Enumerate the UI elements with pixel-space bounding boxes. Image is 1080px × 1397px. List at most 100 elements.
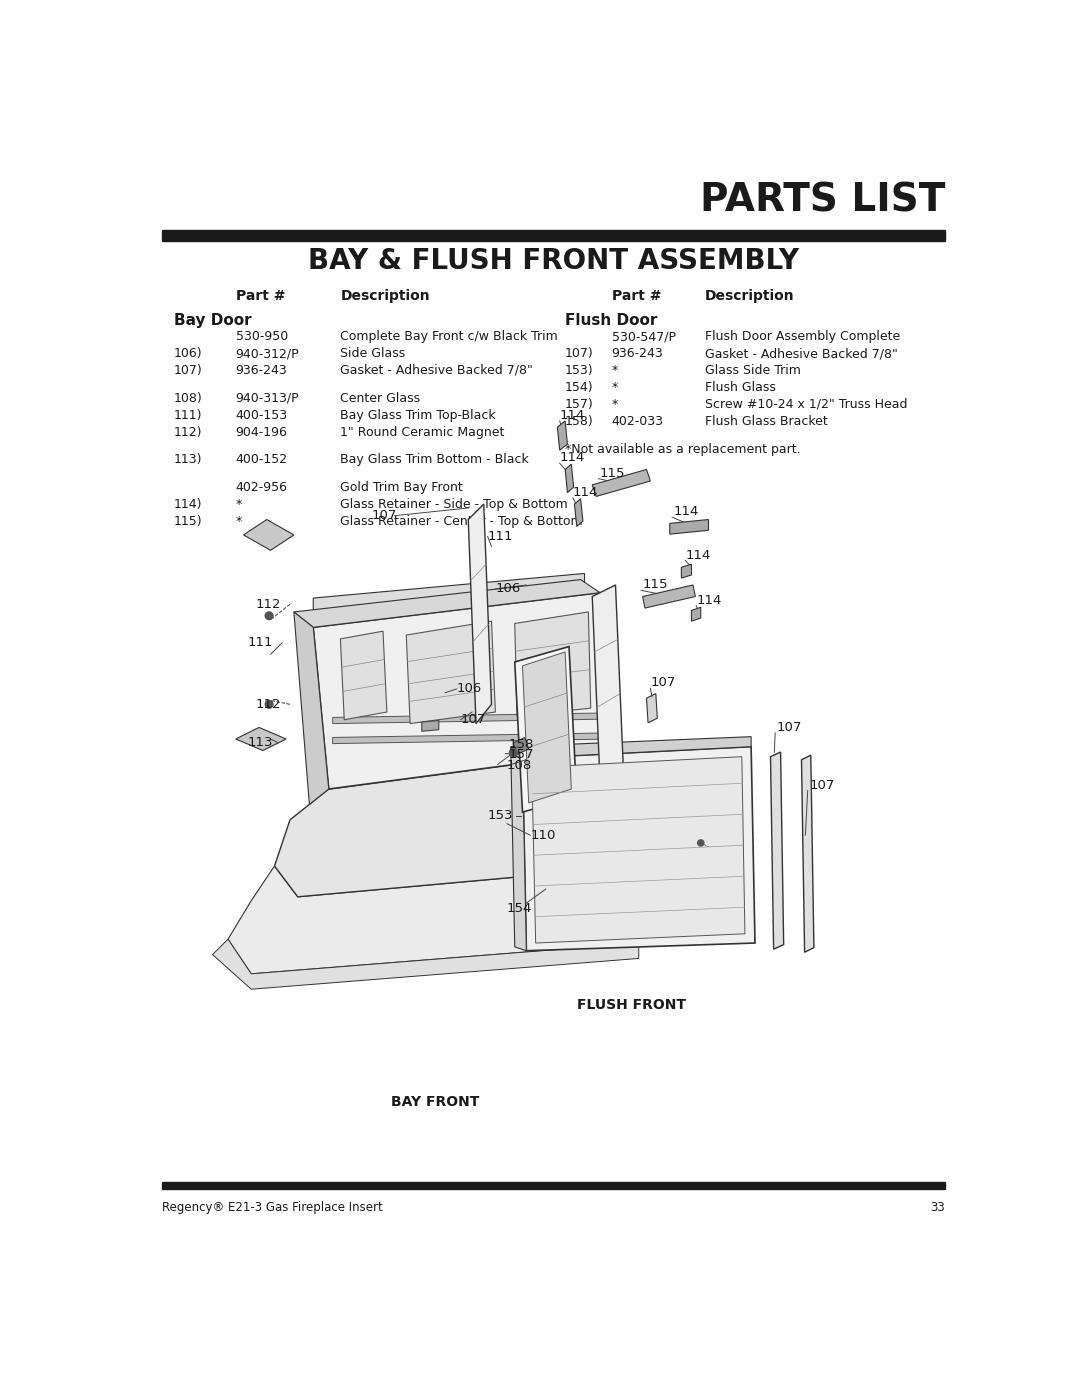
Text: 107: 107 bbox=[650, 676, 676, 689]
Text: 107: 107 bbox=[372, 509, 396, 522]
Text: Bay Glass Trim Bottom - Black: Bay Glass Trim Bottom - Black bbox=[340, 453, 529, 467]
Text: Description: Description bbox=[704, 289, 794, 303]
Polygon shape bbox=[274, 750, 654, 897]
Text: 108): 108) bbox=[174, 391, 203, 405]
Polygon shape bbox=[592, 469, 650, 496]
Circle shape bbox=[510, 749, 517, 757]
Text: 154): 154) bbox=[565, 381, 594, 394]
Text: BAY FRONT: BAY FRONT bbox=[391, 1095, 480, 1109]
Polygon shape bbox=[243, 520, 294, 550]
Text: 153): 153) bbox=[565, 365, 594, 377]
Polygon shape bbox=[333, 733, 616, 743]
Text: 112): 112) bbox=[174, 426, 202, 439]
Polygon shape bbox=[647, 693, 658, 722]
Text: 110: 110 bbox=[530, 828, 555, 842]
Text: 153: 153 bbox=[488, 809, 513, 823]
Text: 940-312/P: 940-312/P bbox=[235, 346, 299, 360]
Text: 154: 154 bbox=[507, 902, 532, 915]
Text: 400-152: 400-152 bbox=[235, 453, 288, 467]
Polygon shape bbox=[469, 504, 491, 724]
Text: 904-196: 904-196 bbox=[235, 426, 287, 439]
Polygon shape bbox=[515, 647, 577, 812]
Polygon shape bbox=[333, 712, 616, 724]
Text: 111): 111) bbox=[174, 409, 202, 422]
Polygon shape bbox=[515, 612, 591, 715]
Text: Regency® E21-3 Gas Fireplace Insert: Regency® E21-3 Gas Fireplace Insert bbox=[162, 1201, 383, 1214]
Polygon shape bbox=[523, 746, 755, 951]
Text: *: * bbox=[611, 398, 618, 411]
Text: 114: 114 bbox=[697, 594, 721, 606]
Polygon shape bbox=[523, 652, 571, 803]
Text: 114: 114 bbox=[559, 451, 585, 464]
Polygon shape bbox=[513, 738, 529, 754]
Bar bbox=[162, 231, 945, 240]
Circle shape bbox=[698, 840, 704, 847]
Text: 158): 158) bbox=[565, 415, 594, 427]
Text: Gasket - Adhesive Backed 7/8": Gasket - Adhesive Backed 7/8" bbox=[340, 365, 534, 377]
Text: 115: 115 bbox=[643, 578, 669, 591]
Polygon shape bbox=[681, 564, 691, 578]
Text: 113): 113) bbox=[174, 453, 202, 467]
Text: *Not available as a replacement part.: *Not available as a replacement part. bbox=[565, 443, 800, 455]
Text: 402-033: 402-033 bbox=[611, 415, 663, 427]
Text: 114: 114 bbox=[674, 506, 699, 518]
Text: 114: 114 bbox=[572, 486, 598, 499]
Polygon shape bbox=[531, 757, 745, 943]
Text: BAY & FLUSH FRONT ASSEMBLY: BAY & FLUSH FRONT ASSEMBLY bbox=[308, 247, 799, 275]
Text: 114: 114 bbox=[685, 549, 711, 562]
Text: Bay Door: Bay Door bbox=[174, 313, 252, 328]
Text: Flush Glass Bracket: Flush Glass Bracket bbox=[704, 415, 827, 427]
Text: Glass Side Trim: Glass Side Trim bbox=[704, 365, 800, 377]
Polygon shape bbox=[422, 721, 438, 731]
Text: *: * bbox=[611, 381, 618, 394]
Text: 33: 33 bbox=[930, 1201, 945, 1214]
Polygon shape bbox=[294, 612, 328, 805]
Text: Flush Door Assembly Complete: Flush Door Assembly Complete bbox=[704, 330, 900, 344]
Text: 106): 106) bbox=[174, 346, 202, 360]
Polygon shape bbox=[313, 573, 584, 623]
Text: 402-956: 402-956 bbox=[235, 481, 287, 495]
Text: 111: 111 bbox=[488, 529, 513, 543]
Text: 115): 115) bbox=[174, 515, 202, 528]
Text: 112: 112 bbox=[255, 598, 281, 610]
Polygon shape bbox=[575, 499, 583, 527]
Text: Center Glass: Center Glass bbox=[340, 391, 420, 405]
Text: 400-153: 400-153 bbox=[235, 409, 288, 422]
Text: 114: 114 bbox=[559, 409, 585, 422]
Text: 107: 107 bbox=[777, 721, 802, 733]
Text: 107: 107 bbox=[460, 714, 486, 726]
Circle shape bbox=[266, 700, 273, 708]
Text: Screw #10-24 x 1/2" Truss Head: Screw #10-24 x 1/2" Truss Head bbox=[704, 398, 907, 411]
Polygon shape bbox=[340, 631, 387, 719]
Text: Part #: Part # bbox=[235, 289, 285, 303]
Text: 530-547/P: 530-547/P bbox=[611, 330, 676, 344]
Text: Complete Bay Front c/w Black Trim: Complete Bay Front c/w Black Trim bbox=[340, 330, 558, 344]
Polygon shape bbox=[511, 736, 751, 759]
Bar bbox=[162, 1182, 945, 1189]
Text: Gold Trim Bay Front: Gold Trim Bay Front bbox=[340, 481, 463, 495]
Polygon shape bbox=[801, 756, 814, 953]
Text: Bay Glass Trim Top-Black: Bay Glass Trim Top-Black bbox=[340, 409, 496, 422]
Text: Flush Door: Flush Door bbox=[565, 313, 658, 328]
Text: 107): 107) bbox=[565, 346, 594, 360]
Polygon shape bbox=[770, 752, 784, 949]
Text: 107: 107 bbox=[809, 778, 835, 792]
Polygon shape bbox=[592, 585, 623, 781]
Polygon shape bbox=[313, 597, 611, 789]
Text: 108: 108 bbox=[507, 760, 532, 773]
Text: 530-950: 530-950 bbox=[235, 330, 288, 344]
Text: Description: Description bbox=[340, 289, 430, 303]
Text: 940-313/P: 940-313/P bbox=[235, 391, 299, 405]
Text: PARTS LIST: PARTS LIST bbox=[700, 182, 945, 219]
Polygon shape bbox=[294, 580, 600, 627]
Text: Flush Glass: Flush Glass bbox=[704, 381, 775, 394]
Polygon shape bbox=[235, 728, 286, 750]
Polygon shape bbox=[313, 592, 619, 789]
Polygon shape bbox=[565, 464, 573, 493]
Text: 113: 113 bbox=[247, 736, 273, 749]
Text: FLUSH FRONT: FLUSH FRONT bbox=[577, 999, 686, 1013]
Text: Side Glass: Side Glass bbox=[340, 346, 406, 360]
Text: 111: 111 bbox=[247, 636, 273, 650]
Polygon shape bbox=[691, 608, 701, 622]
Text: *: * bbox=[235, 497, 242, 511]
